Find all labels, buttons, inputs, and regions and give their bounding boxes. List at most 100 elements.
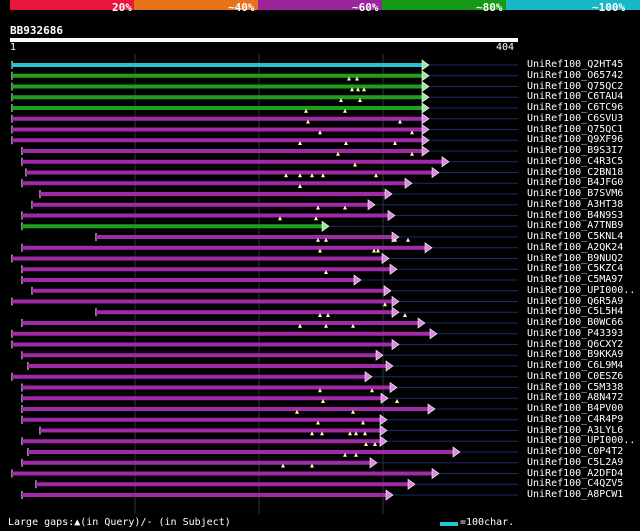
hit-row[interactable] — [27, 360, 518, 372]
hit-bar[interactable] — [12, 73, 422, 78]
hit-row[interactable] — [11, 248, 518, 265]
hit-row[interactable] — [21, 313, 518, 329]
hit-label[interactable]: UniRef100_C5MA97 — [527, 274, 624, 285]
hit-row[interactable] — [31, 285, 518, 297]
hit-bar[interactable] — [36, 482, 408, 487]
hit-label[interactable]: UniRef100_C5KZC4 — [527, 263, 624, 275]
hit-row[interactable] — [35, 478, 518, 490]
hit-row[interactable] — [21, 388, 518, 404]
hit-row[interactable] — [11, 371, 518, 383]
hit-row[interactable] — [21, 399, 518, 415]
hit-bar[interactable] — [26, 170, 432, 175]
hit-label[interactable]: UniRef100_C6SVU3 — [527, 112, 624, 124]
hit-row[interactable] — [31, 199, 518, 211]
hit-bar[interactable] — [22, 460, 370, 465]
hit-bar[interactable] — [22, 159, 442, 164]
hit-bar[interactable] — [22, 278, 354, 282]
hit-bar[interactable] — [22, 321, 418, 325]
hit-row[interactable] — [21, 216, 518, 232]
hit-label[interactable]: UniRef100_C4R3C5 — [527, 155, 624, 167]
hit-label[interactable]: UniRef100_Q6CXY2 — [527, 338, 624, 350]
hit-label[interactable]: UniRef100_C0ESZ6 — [527, 370, 624, 382]
hit-label[interactable]: UniRef100_UPI000.. — [527, 284, 636, 296]
hit-bar[interactable] — [22, 267, 390, 272]
hit-bar[interactable] — [12, 127, 422, 132]
hit-row[interactable] — [11, 323, 518, 340]
hit-bar[interactable] — [12, 471, 432, 476]
hit-bar[interactable] — [12, 84, 422, 89]
hit-label[interactable]: UniRef100_A8N472 — [527, 392, 624, 404]
hit-label[interactable]: UniRef100_B0WC66 — [527, 317, 624, 328]
hit-row[interactable] — [21, 141, 518, 157]
hit-label[interactable]: UniRef100_C5L2A9 — [527, 456, 624, 468]
hit-bar[interactable] — [28, 364, 386, 368]
hit-row[interactable] — [11, 338, 518, 351]
hit-bar[interactable] — [22, 407, 428, 411]
hit-row[interactable] — [25, 162, 518, 179]
hit-label[interactable]: UniRef100_B9S3I7 — [527, 145, 624, 156]
hit-bar[interactable] — [32, 202, 368, 207]
hit-label[interactable]: UniRef100_C4R4P9 — [527, 413, 624, 425]
hit-bar[interactable] — [22, 149, 422, 153]
hit-bar[interactable] — [40, 428, 380, 433]
hit-label[interactable]: UniRef100_C4QZV5 — [527, 478, 624, 490]
hit-row[interactable] — [21, 381, 518, 394]
hit-label[interactable]: UniRef100_A8PCW1 — [527, 489, 624, 500]
hit-bar[interactable] — [12, 63, 422, 67]
hit-label[interactable]: UniRef100_C6L9M4 — [527, 360, 624, 371]
hit-bar[interactable] — [12, 95, 422, 100]
hit-bar[interactable] — [12, 299, 392, 304]
hit-row[interactable] — [11, 295, 518, 308]
hit-row[interactable] — [95, 302, 518, 318]
hit-row[interactable] — [11, 108, 518, 125]
hit-row[interactable] — [39, 420, 518, 437]
hit-bar[interactable] — [22, 493, 386, 497]
hit-label[interactable]: UniRef100_A2DFD4 — [527, 467, 624, 479]
hit-label[interactable]: UniRef100_A7TNB9 — [527, 220, 624, 232]
hit-label[interactable]: UniRef100_C5L5H4 — [527, 306, 624, 318]
hit-bar[interactable] — [96, 235, 392, 239]
hit-label[interactable]: UniRef100_C0P4T2 — [527, 446, 624, 457]
hit-row[interactable] — [21, 205, 518, 222]
hit-label[interactable]: UniRef100_B4N9S3 — [527, 209, 624, 221]
hit-bar[interactable] — [12, 331, 430, 336]
hit-label[interactable]: UniRef100_B9NUQ2 — [527, 252, 624, 264]
hit-bar[interactable] — [12, 342, 392, 347]
hit-label[interactable]: UniRef100_A3HT38 — [527, 198, 624, 210]
hit-row[interactable] — [21, 349, 518, 361]
hit-row[interactable] — [11, 76, 518, 93]
hit-bar[interactable] — [12, 116, 422, 121]
hit-label[interactable]: UniRef100_O65742 — [527, 69, 624, 81]
hit-bar[interactable] — [12, 374, 365, 379]
hit-row[interactable] — [11, 87, 518, 103]
hit-row[interactable] — [21, 489, 518, 501]
hit-label[interactable]: UniRef100_B4PV00 — [527, 403, 624, 414]
hit-label[interactable]: UniRef100_B9KKA9 — [527, 349, 624, 361]
hit-bar[interactable] — [22, 439, 380, 444]
hit-bar[interactable] — [28, 450, 453, 454]
hit-row[interactable] — [21, 452, 518, 469]
hit-label[interactable]: UniRef100_C2BN18 — [527, 166, 624, 178]
hit-row[interactable] — [11, 98, 518, 114]
hit-label[interactable]: UniRef100_Q6R5A9 — [527, 295, 624, 307]
hit-bar[interactable] — [12, 256, 382, 261]
hit-label[interactable]: UniRef100_C5M338 — [527, 381, 624, 393]
hit-row[interactable] — [21, 237, 518, 254]
hit-bar[interactable] — [12, 138, 422, 143]
hit-bar[interactable] — [32, 288, 384, 293]
hit-row[interactable] — [39, 184, 518, 200]
hit-label[interactable]: UniRef100_C6TAU4 — [527, 91, 624, 103]
hit-bar[interactable] — [22, 353, 376, 358]
hit-bar[interactable] — [22, 213, 388, 218]
hit-label[interactable]: UniRef100_P43393 — [527, 327, 624, 339]
hit-row[interactable] — [11, 130, 518, 146]
hit-row[interactable] — [95, 231, 518, 243]
hit-row[interactable] — [27, 442, 518, 458]
hit-row[interactable] — [11, 463, 518, 480]
hit-bar[interactable] — [22, 385, 390, 390]
hit-label[interactable]: UniRef100_Q9XF96 — [527, 134, 624, 146]
hit-row[interactable] — [21, 270, 518, 286]
hit-label[interactable]: UniRef100_B7SVM6 — [527, 188, 624, 199]
hit-bar[interactable] — [22, 181, 405, 186]
hit-row[interactable] — [11, 59, 518, 71]
